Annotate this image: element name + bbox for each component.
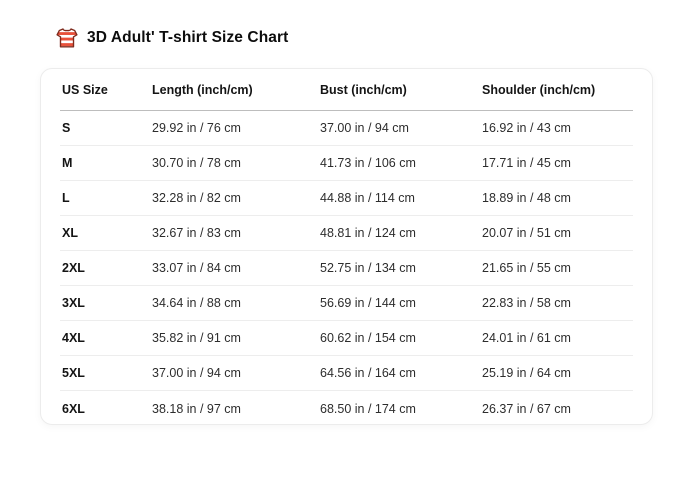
table-row-xl: XL 32.67 in / 83 cm 48.81 in / 124 cm 20… bbox=[60, 215, 633, 251]
cell-bust: 44.88 in / 114 cm bbox=[320, 180, 482, 216]
cell-shoulder: 26.37 in / 67 cm bbox=[482, 402, 571, 416]
table-row-l: L 32.28 in / 82 cm 44.88 in / 114 cm 18.… bbox=[60, 180, 633, 216]
tshirt-outline bbox=[56, 28, 78, 48]
cell-bust: 68.50 in / 174 cm bbox=[320, 402, 416, 416]
table-row-2xl: 2XL 33.07 in / 84 cm 52.75 in / 134 cm 2… bbox=[60, 250, 633, 286]
cell-length: 30.70 in / 78 cm bbox=[152, 145, 320, 181]
size-chart-card: US Size Length (inch/cm) Bust (inch/cm) … bbox=[40, 68, 653, 425]
cell-length: 37.00 in / 94 cm bbox=[152, 355, 320, 391]
header-row: US Size Length (inch/cm) Bust (inch/cm) … bbox=[60, 69, 633, 111]
cell-bust: 60.62 in / 154 cm bbox=[320, 320, 482, 356]
cell-bust: 41.73 in / 106 cm bbox=[320, 145, 482, 181]
cell-shoulder: 21.65 in / 55 cm bbox=[482, 250, 633, 286]
cell-size: 5XL bbox=[60, 355, 152, 391]
size-chart-table: US Size Length (inch/cm) Bust (inch/cm) … bbox=[60, 69, 633, 425]
cell-shoulder: 22.83 in / 58 cm bbox=[482, 285, 633, 321]
table-row-s: S 29.92 in / 76 cm 37.00 in / 94 cm 16.9… bbox=[60, 110, 633, 146]
cell-shoulder: 20.07 in / 51 cm bbox=[482, 215, 633, 251]
cell-shoulder: 16.92 in / 43 cm bbox=[482, 110, 633, 146]
cell-shoulder: 17.71 in / 45 cm bbox=[482, 145, 633, 181]
cell-bust: 56.69 in / 144 cm bbox=[320, 285, 482, 321]
cell-length: 32.67 in / 83 cm bbox=[152, 215, 320, 251]
cell-shoulder: 25.19 in / 64 cm bbox=[482, 355, 633, 391]
cell-bust: 48.81 in / 124 cm bbox=[320, 215, 482, 251]
cell-size: 3XL bbox=[60, 285, 152, 321]
striped-tshirt-icon bbox=[56, 26, 78, 50]
cell-bust: 52.75 in / 134 cm bbox=[320, 250, 482, 286]
cell-size: S bbox=[60, 110, 152, 146]
cell-size: 6XL bbox=[62, 402, 85, 416]
tshirt-stripes bbox=[57, 32, 77, 46]
table-row-m: M 30.70 in / 78 cm 41.73 in / 106 cm 17.… bbox=[60, 145, 633, 181]
cell-shoulder: 24.01 in / 61 cm bbox=[482, 320, 633, 356]
cell-size: XL bbox=[60, 215, 152, 251]
cell-length: 29.92 in / 76 cm bbox=[152, 110, 320, 146]
column-shoulder: Shoulder (inch/cm) bbox=[482, 69, 633, 111]
page-title: 3D Adult' T-shirt Size Chart bbox=[87, 29, 289, 46]
cell-length: 35.82 in / 91 cm bbox=[152, 320, 320, 356]
cell-size: 2XL bbox=[60, 250, 152, 286]
cell-size: M bbox=[60, 145, 152, 181]
cell-size: 4XL bbox=[60, 320, 152, 356]
cell-length: 33.07 in / 84 cm bbox=[152, 250, 320, 286]
cell-length: 34.64 in / 88 cm bbox=[152, 285, 320, 321]
cell-length: 38.18 in / 97 cm bbox=[152, 402, 241, 416]
table-row-3xl: 3XL 34.64 in / 88 cm 56.69 in / 144 cm 2… bbox=[60, 285, 633, 321]
table-header: US Size Length (inch/cm) Bust (inch/cm) … bbox=[60, 69, 633, 111]
table-row-4xl: 4XL 35.82 in / 91 cm 60.62 in / 154 cm 2… bbox=[60, 320, 633, 356]
column-us-size: US Size bbox=[60, 69, 152, 111]
cell-shoulder: 18.89 in / 48 cm bbox=[482, 180, 633, 216]
page-header: 3D Adult' T-shirt Size Chart bbox=[56, 26, 288, 50]
table-row-6xl: 6XL 38.18 in / 97 cm 68.50 in / 174 cm 2… bbox=[60, 391, 633, 425]
cell-size: L bbox=[60, 180, 152, 216]
cell-bust: 64.56 in / 164 cm bbox=[320, 355, 482, 391]
table-row-5xl: 5XL 37.00 in / 94 cm 64.56 in / 164 cm 2… bbox=[60, 355, 633, 391]
cell-bust: 37.00 in / 94 cm bbox=[320, 110, 482, 146]
column-length: Length (inch/cm) bbox=[152, 69, 320, 111]
column-bust: Bust (inch/cm) bbox=[320, 69, 482, 111]
cell-length: 32.28 in / 82 cm bbox=[152, 180, 320, 216]
